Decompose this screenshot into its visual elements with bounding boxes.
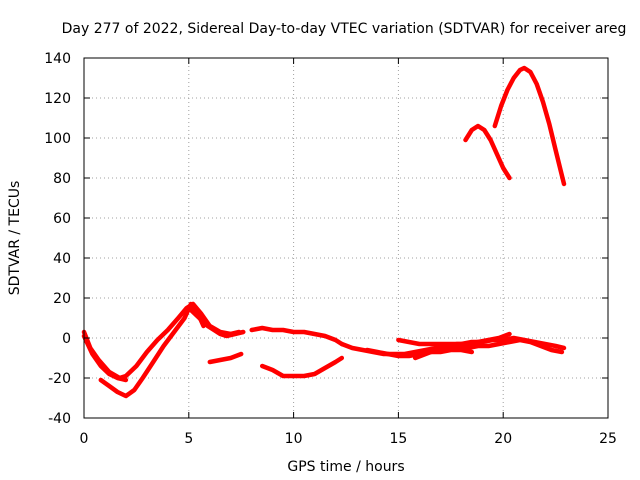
series-line-sat-e xyxy=(207,351,244,365)
y-tick-label: 140 xyxy=(44,51,71,67)
y-tick-label: -40 xyxy=(48,411,71,427)
grid-lines xyxy=(84,58,608,418)
x-tick-label: 0 xyxy=(80,431,89,447)
series-line-sat-d xyxy=(186,305,246,339)
axis-ticks xyxy=(83,57,609,419)
series-line-sat-b xyxy=(81,333,129,383)
series-line-sat-m xyxy=(492,65,567,187)
y-tick-label: 120 xyxy=(44,91,71,107)
series-line-sat-g xyxy=(259,355,345,379)
series-line-sat-f xyxy=(249,325,345,347)
x-tick-label: 20 xyxy=(494,431,512,447)
y-tick-label: 60 xyxy=(53,211,71,227)
series-line-sat-l xyxy=(463,123,512,181)
series-layer xyxy=(81,65,567,399)
x-tick-label: 5 xyxy=(184,431,193,447)
chart-title: Day 277 of 2022, Sidereal Day-to-day VTE… xyxy=(62,21,627,37)
y-tick-label: 20 xyxy=(53,291,71,307)
x-tick-label: 10 xyxy=(285,431,303,447)
y-axis-label: SDTVAR / TECUs xyxy=(7,181,23,296)
tick-labels: 0 5 10 15 20 25 -40 -20 0 20 40 60 80 100 120 140 xyxy=(44,51,617,447)
series-line-sat-c xyxy=(98,301,206,399)
plot-frame xyxy=(83,57,609,419)
series-line-sat-k xyxy=(412,337,565,361)
series-line-sat-a xyxy=(81,301,242,381)
y-tick-label: 0 xyxy=(62,331,71,347)
y-tick-label: 100 xyxy=(44,131,71,147)
x-tick-label: 25 xyxy=(599,431,617,447)
x-tick-label: 15 xyxy=(389,431,407,447)
y-tick-label: 80 xyxy=(53,171,71,187)
y-tick-label: 40 xyxy=(53,251,71,267)
y-tick-label: -20 xyxy=(48,371,71,387)
x-axis-label: GPS time / hours xyxy=(287,459,404,475)
